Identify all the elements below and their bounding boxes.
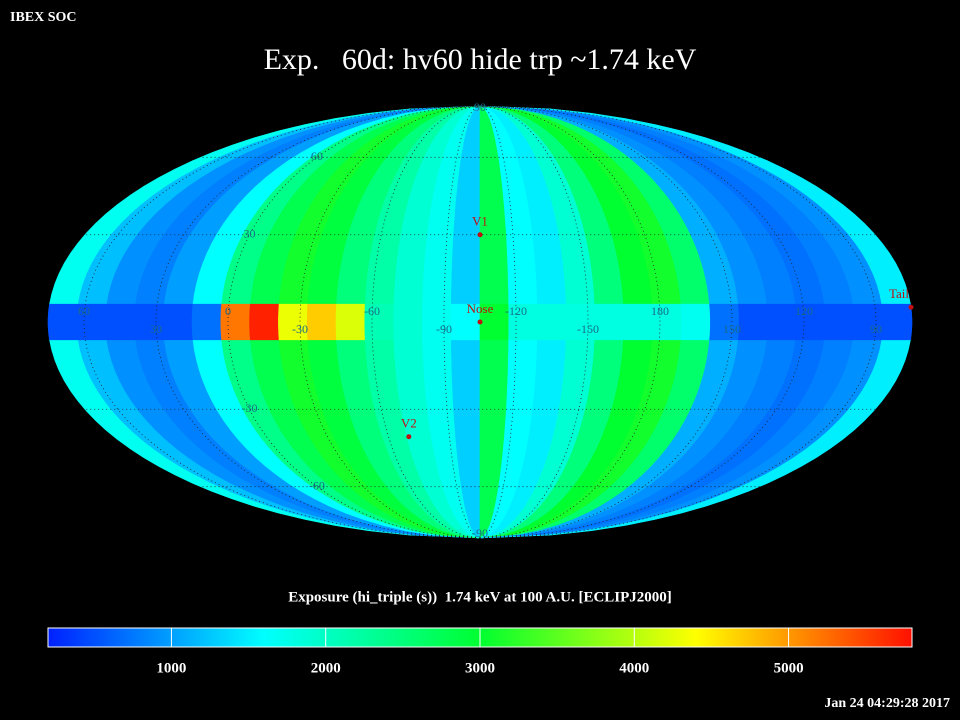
band-cell [737, 303, 769, 341]
marker-label: Nose [467, 301, 494, 316]
band-cell [105, 303, 136, 341]
band-cell [306, 303, 337, 341]
meridian [155, 105, 481, 539]
parallel-label: -30 [241, 401, 257, 415]
band-cell [680, 303, 711, 341]
colorbar-tick-label: 3000 [465, 660, 495, 676]
meridian [479, 105, 589, 539]
band-cell [766, 303, 798, 341]
meridian [371, 105, 481, 539]
meridian-label: 0 [225, 304, 231, 318]
meridian-label: 180 [651, 304, 669, 318]
marker-label: V1 [472, 214, 488, 229]
band-cell [881, 303, 913, 341]
meridian [479, 105, 805, 539]
marker [477, 319, 483, 325]
header: IBEX SOC [10, 10, 77, 25]
meridian-label: -120 [505, 304, 527, 318]
marker-label: V2 [401, 416, 417, 431]
exposure-cell [479, 105, 911, 305]
meridian-label: 150 [723, 322, 741, 336]
meridian-label: -30 [292, 322, 308, 336]
meridian-label: 60 [78, 304, 90, 318]
parallel-label: 90 [474, 100, 486, 114]
colorbar: 1000 2000 3000 4000 5000 [47, 627, 913, 676]
meridian [479, 105, 733, 539]
band-cell [47, 303, 79, 341]
band-cell [335, 303, 366, 341]
parallel-label: 30 [243, 226, 255, 240]
parallel-label: -60 [309, 478, 325, 492]
meridian [227, 105, 481, 539]
band-cell [393, 303, 423, 341]
colorbar-tick-label: 4000 [619, 660, 649, 676]
band-cell [191, 303, 223, 341]
marker [908, 304, 914, 310]
band-cell [162, 303, 194, 341]
band-cell [594, 303, 625, 341]
chart-title: Exp. 60d: hv60 hide trp ~1.74 keV [264, 43, 697, 76]
band-cell [249, 303, 280, 341]
band-cell [537, 303, 567, 341]
colorbar-label: Exposure (hi_triple (s)) 1.74 keV at 100… [288, 589, 672, 605]
meridian-label: 30 [150, 322, 162, 336]
meridian-label: 90 [870, 322, 882, 336]
meridian-label: 120 [795, 304, 813, 318]
colorbar-tick-label: 5000 [774, 660, 804, 676]
colorbar-tick-label: 1000 [156, 660, 186, 676]
timestamp: Jan 24 04:29:28 2017 [824, 696, 950, 711]
meridian-label: -90 [436, 322, 452, 336]
marker [406, 434, 412, 440]
map: 60 30 0 -30 -60 -90 -120 -150 180 150 120 90 90 60 30 -… [47, 100, 914, 540]
band-cell [623, 303, 654, 341]
parallel-label: 60 [311, 149, 323, 163]
band-cell [824, 303, 855, 341]
meridian-label: -60 [364, 304, 380, 318]
meridian [479, 105, 661, 539]
marker-label: Tail [889, 286, 909, 301]
parallel-label: -90 [472, 526, 488, 540]
meridian-label: -150 [577, 322, 599, 336]
colorbar-tick-label: 2000 [311, 660, 341, 676]
marker [477, 232, 483, 238]
